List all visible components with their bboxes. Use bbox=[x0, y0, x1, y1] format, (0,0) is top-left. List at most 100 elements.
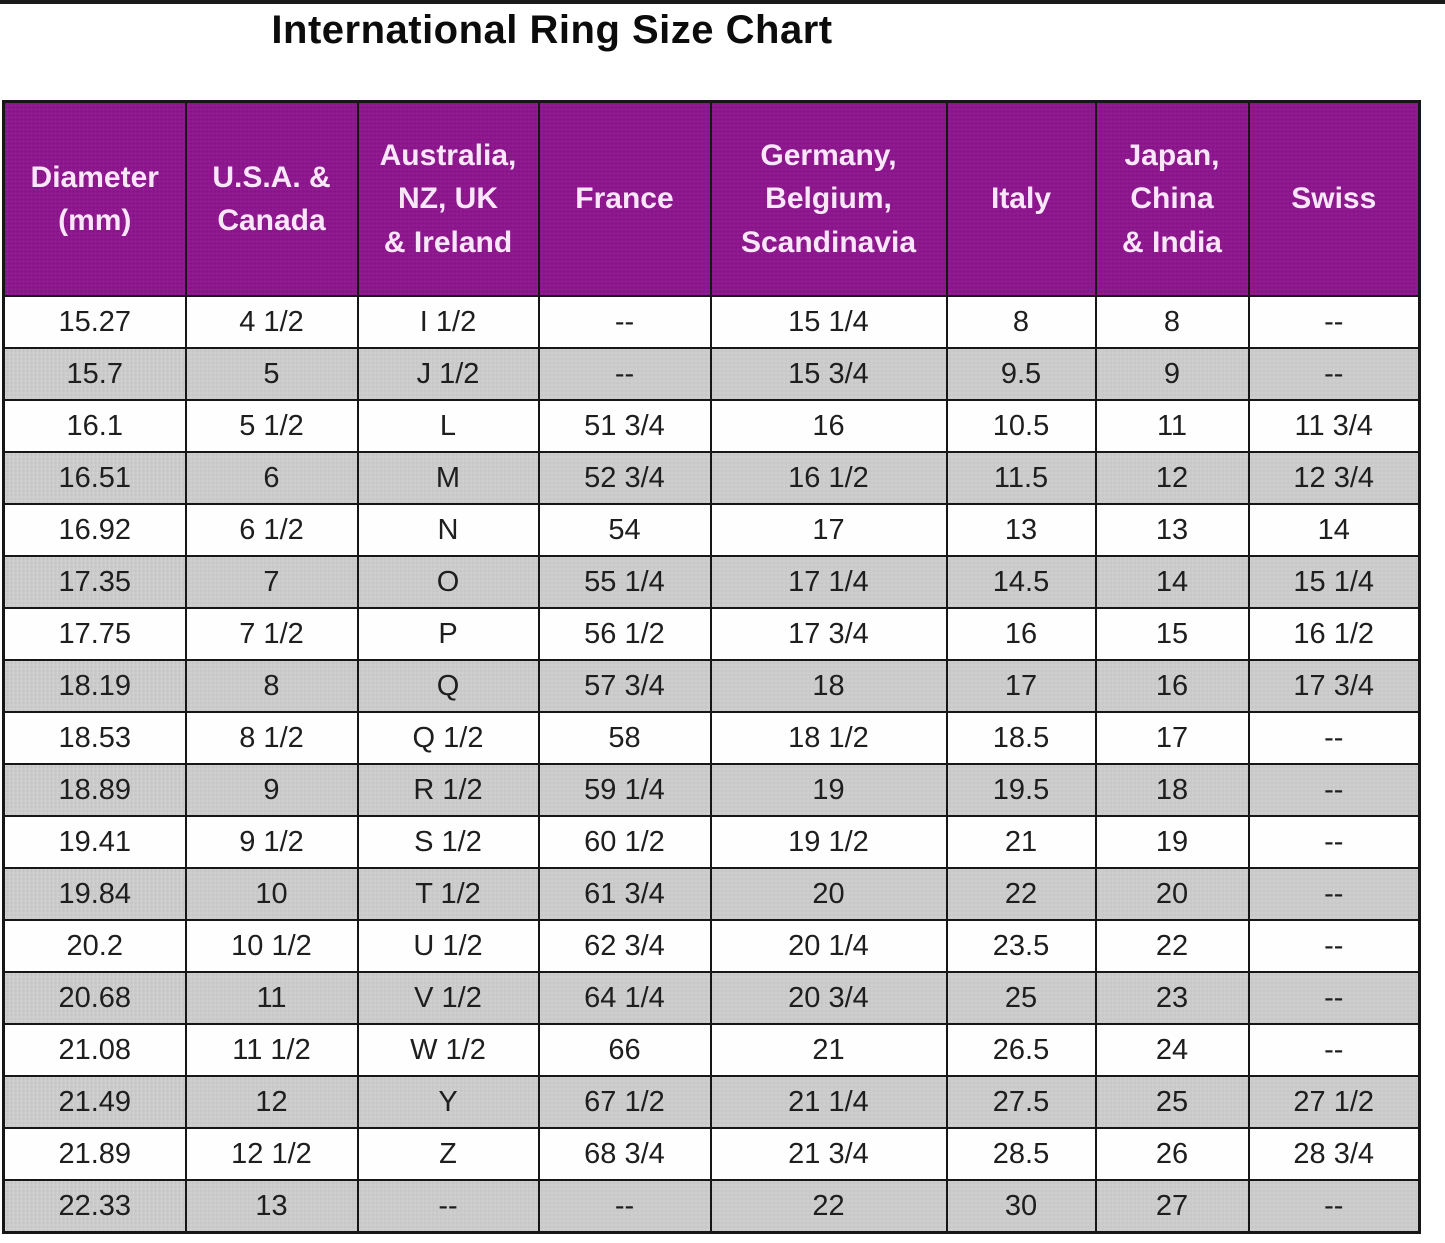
table-cell: 9 bbox=[1094, 347, 1250, 401]
table-cell: 12 1/2 bbox=[184, 1127, 359, 1181]
table-cell: -- bbox=[1247, 971, 1421, 1025]
table-cell: -- bbox=[1247, 815, 1421, 869]
table-cell: 12 3/4 bbox=[1247, 451, 1421, 505]
table-cell: 8 bbox=[1094, 295, 1250, 349]
table-cell: 15.27 bbox=[2, 295, 187, 349]
table-cell: 10 bbox=[184, 867, 359, 921]
table-cell: 16 bbox=[709, 399, 948, 453]
table-cell: 16 bbox=[945, 607, 1097, 661]
table-cell: -- bbox=[1247, 711, 1421, 765]
table-cell: 22 bbox=[709, 1179, 948, 1234]
table-cell: 9.5 bbox=[945, 347, 1097, 401]
table-cell: 25 bbox=[945, 971, 1097, 1025]
table-cell: 16 bbox=[1094, 659, 1250, 713]
table-cell: 23 bbox=[1094, 971, 1250, 1025]
table-cell: 56 1/2 bbox=[537, 607, 712, 661]
table-cell: 66 bbox=[537, 1023, 712, 1077]
column-header-diameter: Diameter (mm) bbox=[2, 100, 187, 297]
table-cell: Q bbox=[356, 659, 540, 713]
table-cell: 11 bbox=[184, 971, 359, 1025]
table-cell: 59 1/4 bbox=[537, 763, 712, 817]
table-cell: 61 3/4 bbox=[537, 867, 712, 921]
table-cell: -- bbox=[537, 295, 712, 349]
table-cell: W 1/2 bbox=[356, 1023, 540, 1077]
table-cell: 15 3/4 bbox=[709, 347, 948, 401]
table-cell: 62 3/4 bbox=[537, 919, 712, 973]
table-cell: -- bbox=[1247, 1179, 1421, 1234]
table-cell: 16.1 bbox=[2, 399, 187, 453]
table-cell: 5 bbox=[184, 347, 359, 401]
table-cell: 8 bbox=[945, 295, 1097, 349]
table-cell: S 1/2 bbox=[356, 815, 540, 869]
column-header-france: France bbox=[537, 100, 712, 297]
column-header-italy: Italy bbox=[945, 100, 1097, 297]
table-cell: 57 3/4 bbox=[537, 659, 712, 713]
table-row: 21.08 11 1/2 W 1/2 66 21 26.5 24 -- bbox=[2, 1023, 1421, 1077]
table-cell: 25 bbox=[1094, 1075, 1250, 1129]
table-cell: 11 bbox=[1094, 399, 1250, 453]
table-cell: L bbox=[356, 399, 540, 453]
table-cell: Z bbox=[356, 1127, 540, 1181]
table-cell: 18.5 bbox=[945, 711, 1097, 765]
table-cell: 8 1/2 bbox=[184, 711, 359, 765]
table-row: 18.53 8 1/2 Q 1/2 58 18 1/2 18.5 17 -- bbox=[2, 711, 1421, 765]
top-border-line bbox=[0, 0, 1445, 4]
table-cell: 12 bbox=[184, 1075, 359, 1129]
table-cell: J 1/2 bbox=[356, 347, 540, 401]
table-cell: 19 bbox=[1094, 815, 1250, 869]
table-cell: 68 3/4 bbox=[537, 1127, 712, 1181]
table-cell: 64 1/4 bbox=[537, 971, 712, 1025]
table-cell: 18 1/2 bbox=[709, 711, 948, 765]
column-header-germany-belgium-scandinavia: Germany, Belgium, Scandinavia bbox=[709, 100, 948, 297]
column-header-japan-china-india: Japan, China & India bbox=[1094, 100, 1250, 297]
table-cell: 28.5 bbox=[945, 1127, 1097, 1181]
table-cell: M bbox=[356, 451, 540, 505]
table-cell: -- bbox=[1247, 867, 1421, 921]
table-cell: 13 bbox=[184, 1179, 359, 1234]
table-cell: 17 bbox=[945, 659, 1097, 713]
table-cell: 27 1/2 bbox=[1247, 1075, 1421, 1129]
table-cell: O bbox=[356, 555, 540, 609]
table-cell: 12 bbox=[1094, 451, 1250, 505]
table-row: 22.33 13 -- -- 22 30 27 -- bbox=[2, 1179, 1421, 1234]
column-header-australia-nz-uk-ireland: Australia, NZ, UK & Ireland bbox=[356, 100, 540, 297]
table-cell: 55 1/4 bbox=[537, 555, 712, 609]
table-cell: U 1/2 bbox=[356, 919, 540, 973]
table-cell: 4 1/2 bbox=[184, 295, 359, 349]
table-cell: 20.2 bbox=[2, 919, 187, 973]
table-cell: 27 bbox=[1094, 1179, 1250, 1234]
table-cell: -- bbox=[1247, 295, 1421, 349]
table-cell: 14 bbox=[1094, 555, 1250, 609]
table-cell: 20 3/4 bbox=[709, 971, 948, 1025]
table-cell: 19 1/2 bbox=[709, 815, 948, 869]
ring-size-table: Diameter (mm) U.S.A. & Canada Australia,… bbox=[2, 100, 1421, 1234]
table-cell: 13 bbox=[1094, 503, 1250, 557]
table-cell: 22 bbox=[945, 867, 1097, 921]
table-row: 16.1 5 1/2 L 51 3/4 16 10.5 11 11 3/4 bbox=[2, 399, 1421, 453]
table-cell: 6 1/2 bbox=[184, 503, 359, 557]
table-cell: 51 3/4 bbox=[537, 399, 712, 453]
table-cell: 18.53 bbox=[2, 711, 187, 765]
table-row: 17.35 7 O 55 1/4 17 1/4 14.5 14 15 1/4 bbox=[2, 555, 1421, 609]
table-cell: Y bbox=[356, 1075, 540, 1129]
table-cell: 17 3/4 bbox=[709, 607, 948, 661]
table-cell: 14 bbox=[1247, 503, 1421, 557]
table-cell: -- bbox=[537, 1179, 712, 1234]
table-cell: 15 1/4 bbox=[709, 295, 948, 349]
column-header-usa-canada: U.S.A. & Canada bbox=[184, 100, 359, 297]
table-cell: 17 1/4 bbox=[709, 555, 948, 609]
table-cell: 15.7 bbox=[2, 347, 187, 401]
table-cell: 17.75 bbox=[2, 607, 187, 661]
table-cell: Q 1/2 bbox=[356, 711, 540, 765]
table-cell: 9 1/2 bbox=[184, 815, 359, 869]
table-cell: 21.08 bbox=[2, 1023, 187, 1077]
table-cell: 17 bbox=[709, 503, 948, 557]
table-cell: 21.89 bbox=[2, 1127, 187, 1181]
table-cell: -- bbox=[1247, 347, 1421, 401]
table-row: 16.92 6 1/2 N 54 17 13 13 14 bbox=[2, 503, 1421, 557]
table-row: 15.27 4 1/2 I 1/2 -- 15 1/4 8 8 -- bbox=[2, 295, 1421, 349]
column-header-swiss: Swiss bbox=[1247, 100, 1421, 297]
table-cell: 18 bbox=[1094, 763, 1250, 817]
table-cell: 20 bbox=[1094, 867, 1250, 921]
table-row: 21.49 12 Y 67 1/2 21 1/4 27.5 25 27 1/2 bbox=[2, 1075, 1421, 1129]
